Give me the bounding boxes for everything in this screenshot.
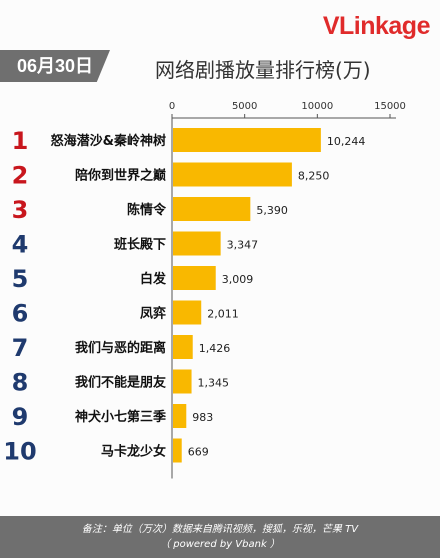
rank-number: 6 bbox=[12, 300, 29, 328]
logo-v: V bbox=[322, 12, 340, 40]
rank-number: 8 bbox=[12, 369, 29, 397]
vlinkage-logo: VLinkage bbox=[322, 12, 431, 41]
rank-number: 9 bbox=[12, 403, 29, 431]
category-label: 凤弈 bbox=[140, 306, 166, 322]
value-label: 2,011 bbox=[207, 308, 239, 321]
bar bbox=[173, 197, 251, 221]
bar bbox=[173, 300, 202, 325]
category-label: 白发 bbox=[140, 271, 167, 287]
category-label: 陪你到世界之巅 bbox=[75, 168, 166, 184]
bar bbox=[173, 369, 192, 394]
bar bbox=[173, 438, 182, 463]
footer-note: 备注：单位（万次）数据来自腾讯视频，搜狐，乐视，芒果 TV （ powered … bbox=[0, 516, 440, 558]
value-label: 10,244 bbox=[327, 135, 366, 148]
value-label: 1,345 bbox=[198, 377, 230, 390]
category-label: 班长殿下 bbox=[114, 237, 166, 253]
value-label: 5,390 bbox=[256, 204, 288, 217]
logo-text: Linkage bbox=[339, 12, 430, 40]
x-tick-label: 15000 bbox=[374, 101, 406, 112]
category-label: 神犬小七第三季 bbox=[75, 409, 166, 425]
footer-note-line2: （ powered by Vbank ） bbox=[160, 539, 280, 550]
footer-note-line1: 备注：单位（万次）数据来自腾讯视频，搜狐，乐视，芒果 TV bbox=[81, 524, 359, 535]
bar bbox=[173, 335, 193, 359]
category-label: 马卡龙少女 bbox=[101, 444, 166, 460]
rank-number: 10 bbox=[3, 438, 36, 466]
rank-number: 1 bbox=[12, 127, 29, 155]
chart-title: 网络剧播放量排行榜(万) bbox=[155, 58, 371, 82]
category-label: 我们不能是朋友 bbox=[75, 375, 166, 391]
bar bbox=[173, 231, 221, 256]
value-label: 3,009 bbox=[222, 273, 254, 286]
bar bbox=[173, 162, 292, 187]
rank-number: 5 bbox=[12, 265, 29, 293]
value-label: 669 bbox=[188, 446, 209, 459]
bar bbox=[173, 404, 187, 428]
rank-number: 4 bbox=[12, 231, 29, 259]
x-tick-label: 5000 bbox=[232, 101, 257, 112]
value-label: 3,347 bbox=[227, 239, 259, 252]
x-tick-label: 0 bbox=[169, 101, 175, 112]
value-label: 8,250 bbox=[298, 170, 330, 183]
category-label: 陈情令 bbox=[127, 202, 167, 218]
bar bbox=[173, 266, 216, 290]
rank-number: 2 bbox=[12, 162, 29, 190]
date-badge: 06月30日 bbox=[0, 50, 110, 82]
bar bbox=[173, 128, 321, 152]
x-tick-label: 10000 bbox=[301, 101, 333, 112]
value-label: 983 bbox=[192, 411, 213, 424]
category-label: 怒海潜沙&秦岭神树 bbox=[51, 133, 166, 149]
category-label: 我们与恶的距离 bbox=[75, 340, 166, 356]
value-label: 1,426 bbox=[199, 342, 231, 355]
rank-number: 3 bbox=[12, 196, 29, 224]
rank-number: 7 bbox=[12, 334, 29, 362]
